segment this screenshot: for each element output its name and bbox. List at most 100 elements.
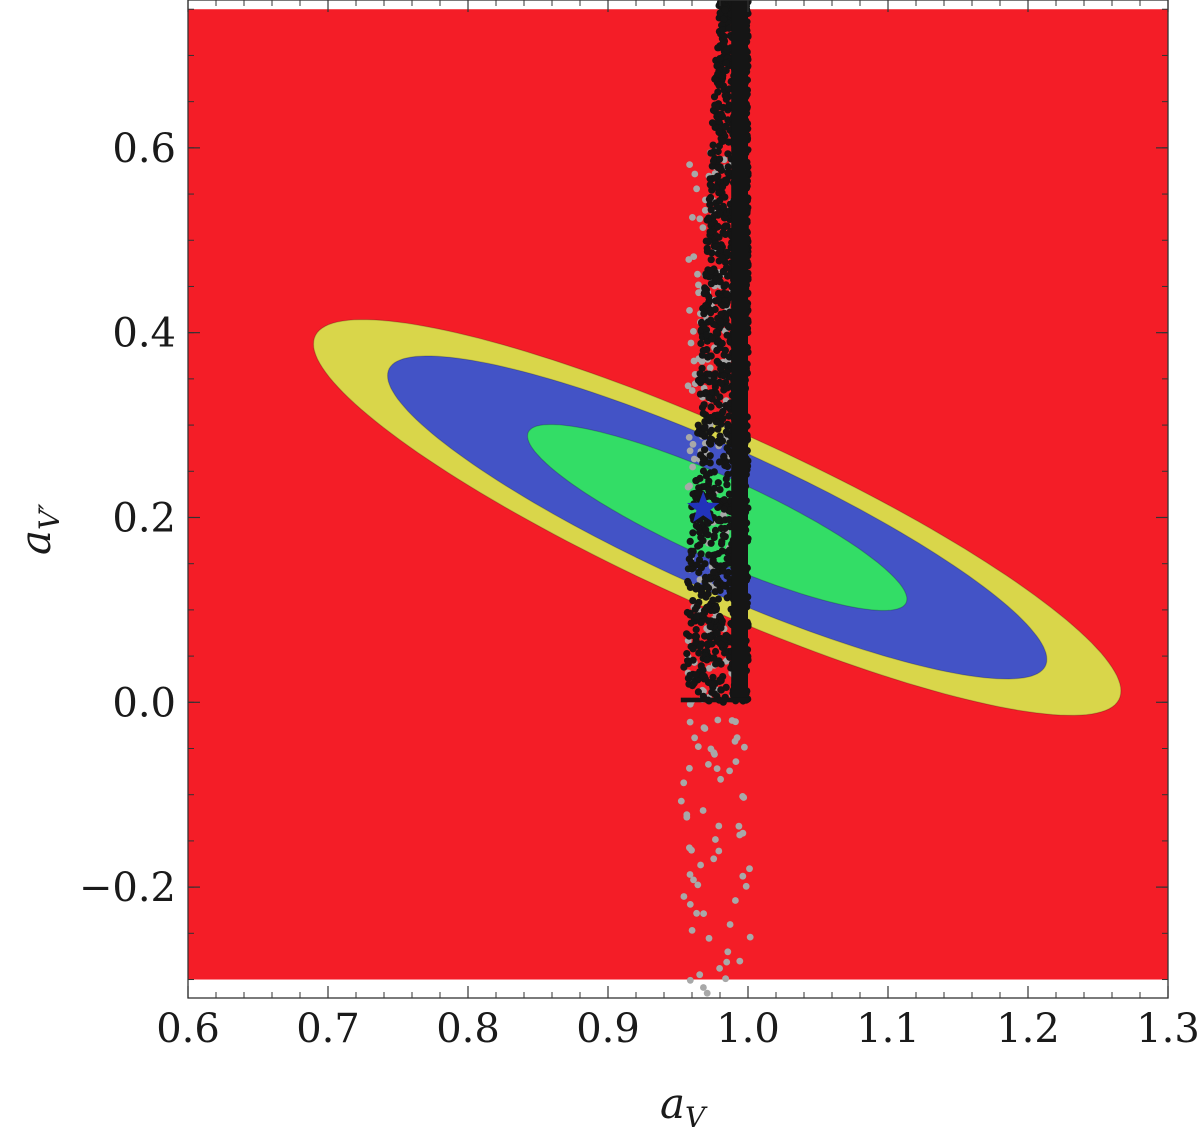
scatter-point-black <box>725 412 733 420</box>
scatter-point-black <box>717 365 725 373</box>
scatter-point-gray <box>741 743 748 751</box>
scatter-point-black <box>723 331 731 339</box>
scatter-point-gray <box>691 170 699 178</box>
scatter-point-black <box>706 228 714 236</box>
scatter-point-gray <box>700 984 707 991</box>
scatter-point-gray <box>739 872 747 880</box>
scatter-point-black <box>710 568 718 576</box>
scatter-point-gray <box>677 797 685 805</box>
scatter-point-gray <box>689 440 697 448</box>
scatter-point-black <box>721 230 730 238</box>
scatter-point-gray <box>722 975 729 983</box>
scatter-point-black <box>720 496 728 504</box>
scatter-point-gray <box>686 901 694 908</box>
scatter-point-black <box>717 379 726 388</box>
scatter-point-black <box>716 318 724 326</box>
scatter-point-black <box>711 174 720 182</box>
scatter-point-gray <box>699 224 707 232</box>
scatter-point-black <box>695 649 703 657</box>
scatter-point-black <box>691 632 699 641</box>
scatter-point-black <box>707 309 715 317</box>
scatter-point-black <box>718 339 726 347</box>
scatter-point-gray <box>701 206 709 214</box>
scatter-point-black <box>697 662 705 670</box>
scatter-point-black <box>714 70 722 78</box>
scatter-point-black <box>698 364 706 372</box>
scatter-point-gray <box>703 989 711 997</box>
scatter-point-black <box>706 622 714 631</box>
scatter-point-black <box>708 414 716 422</box>
scatter-point-black <box>711 647 720 656</box>
scatter-point-gray <box>684 483 692 491</box>
x-tick-label: 0.8 <box>436 1006 500 1052</box>
scatter-point-black <box>714 147 722 156</box>
scatter-point-gray <box>686 447 694 455</box>
scatter-point-black <box>721 6 729 14</box>
scatter-point-black <box>687 559 695 567</box>
scatter-point-gray <box>683 813 691 821</box>
scatter-point-black <box>714 164 722 172</box>
scatter-point-black <box>704 617 713 625</box>
scatter-point-gray <box>694 743 702 750</box>
scatter-point-black <box>725 138 733 146</box>
scatter-point-gray <box>740 794 748 801</box>
scatter-point-black <box>717 420 725 428</box>
scatter-point-black <box>702 237 710 245</box>
scatter-point-black <box>711 370 719 378</box>
scatter-point-black <box>703 331 711 339</box>
scatter-point-black <box>698 351 707 359</box>
scatter-point-black <box>722 281 730 289</box>
scatter-point-gray <box>706 364 714 372</box>
scatter-point-gray <box>715 822 723 830</box>
scatter-point-black <box>715 128 723 136</box>
scatter-point-black <box>716 155 724 163</box>
scatter-point-black <box>725 24 733 32</box>
scatter-point-gray <box>707 745 715 753</box>
scatter-point-black <box>696 474 704 482</box>
scatter-point-gray <box>710 855 718 863</box>
scatter-point-black <box>708 335 716 343</box>
scatter-point-black <box>722 475 730 483</box>
x-tick-label: 0.6 <box>156 1006 220 1052</box>
scatter-point-gray <box>686 764 693 772</box>
scatter-point-black <box>723 248 731 256</box>
tick-labels: 0.6 0.7 0.8 0.9 1.0 1.1 1.2 1.3 −0.2 0.0 0.2 0.4 0.6 <box>79 126 1200 1052</box>
scatter-point-black <box>714 88 722 96</box>
scatter-point-black <box>696 390 705 398</box>
scatter-point-gray <box>688 846 695 854</box>
scatter-point-gray <box>700 910 707 917</box>
scatter-point-black <box>705 370 713 378</box>
scatter-point-black <box>712 328 720 336</box>
scatter-bottom-edge <box>680 697 748 703</box>
scatter-point-black <box>715 458 724 466</box>
scatter-point-black <box>717 110 725 118</box>
scatter-point-black <box>694 421 702 429</box>
scatter-point-black <box>714 411 722 419</box>
plot-frame <box>187 0 1169 999</box>
scatter-point-black <box>689 597 697 605</box>
scatter-point-black <box>707 352 715 360</box>
scatter-point-black <box>722 428 730 436</box>
scatter-point-gray <box>693 185 700 193</box>
scatter-point-black <box>702 526 710 534</box>
scatter-point-black <box>707 316 715 324</box>
scatter-point-black <box>719 137 727 145</box>
scatter-point-black <box>707 267 715 275</box>
scatter-point-black <box>709 673 717 681</box>
scatter-point-black <box>692 585 700 593</box>
y-axis-label: aV′ <box>11 503 66 555</box>
scatter-point-gray <box>699 807 707 814</box>
scatter-point-gray <box>713 765 721 772</box>
scatter-point-black <box>688 565 696 573</box>
scatter-point-black <box>709 141 717 149</box>
scatter-point-black <box>690 679 698 687</box>
scatter-point-black <box>723 462 732 471</box>
scatter-point-gray <box>746 865 753 873</box>
scatter-point-black <box>702 270 710 278</box>
scatter-point-black <box>700 401 708 409</box>
scatter-point-gray <box>705 761 712 768</box>
scatter-point-black <box>715 81 723 89</box>
scatter-point-black <box>707 403 715 411</box>
scatter-point-black <box>725 85 733 93</box>
scatter-point-gray <box>693 909 700 917</box>
